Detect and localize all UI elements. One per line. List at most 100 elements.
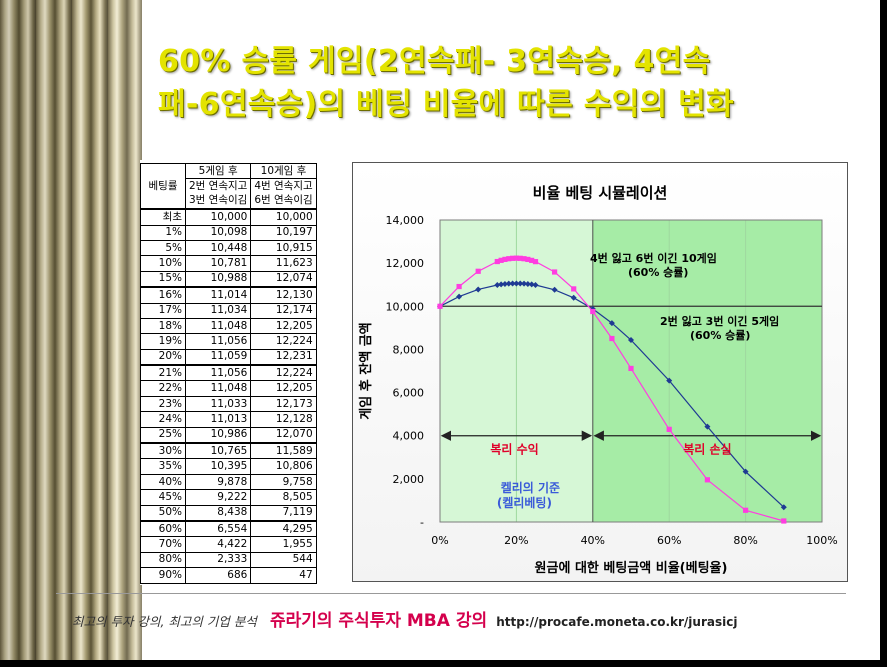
y-tick-label: 2,000: [393, 473, 425, 486]
data-point-g5: [475, 286, 482, 293]
g10-cell: 9,758: [250, 473, 317, 491]
g5-cell: 11,034: [184, 302, 252, 319]
footer-brand: 쥬라기의 주식투자 MBA 강의: [269, 611, 488, 631]
table-row: 18% 11,048 12,205: [140, 317, 317, 335]
g5-cell: 6,554: [184, 519, 252, 538]
table-header-row: 3번 연속이김 6번 연속이김: [140, 193, 317, 210]
rate-cell: 90%: [140, 567, 186, 584]
table-header-cell: 베팅률: [140, 178, 186, 194]
kelly-label-2: (켈리베팅): [497, 495, 552, 510]
table-row: 70% 4,422 1,955: [140, 536, 317, 553]
data-point-g5: [517, 280, 524, 287]
table-header-cell: 3번 연속이김: [184, 193, 252, 210]
data-point-g5: [521, 280, 528, 287]
curtain-shade: [0, 0, 142, 660]
plot-border: [439, 219, 823, 523]
g5-cell: 11,048: [184, 380, 252, 397]
data-point-g10: [552, 269, 558, 275]
data-point-g5: [524, 281, 531, 288]
table-header-cell: 5게임 후: [184, 162, 252, 180]
rate-cell: 22%: [140, 380, 186, 397]
data-point-g10: [525, 256, 531, 263]
g5-cell: 11,048: [184, 317, 252, 335]
data-point-g10: [513, 255, 519, 261]
table-row: 50% 8,438 7,119: [140, 504, 317, 522]
g10-cell: 8,505: [250, 489, 317, 506]
data-point-g5: [742, 468, 749, 475]
g10-cell: 4,295: [250, 519, 317, 538]
data-point-g5: [513, 280, 520, 287]
x-tick-label: 80%: [733, 534, 757, 547]
table-row: 22% 11,048 12,205: [140, 380, 317, 397]
data-point-g5: [505, 280, 512, 287]
data-point-g5: [509, 280, 516, 287]
rate-cell: 25%: [140, 426, 186, 444]
g10-cell: 1,955: [250, 536, 317, 553]
table-row: 25% 10,986 12,070: [140, 426, 317, 444]
g5-cell: 9,878: [184, 473, 252, 491]
table-row: 21% 11,056 12,224: [140, 364, 317, 382]
y-tick-label: 12,000: [386, 257, 425, 270]
data-point-g5: [494, 281, 501, 288]
rate-cell: 5%: [140, 239, 186, 257]
g5-cell: 10,000: [184, 208, 252, 226]
table-row: 30% 10,765 11,589: [140, 442, 317, 460]
g5-cell: 10,098: [184, 224, 252, 241]
g10-cell: 10,915: [250, 239, 317, 257]
rate-cell: 45%: [140, 489, 186, 506]
table-header-cell: 10게임 후: [250, 162, 317, 180]
table-row: 90% 686 47: [140, 567, 317, 584]
g10-cell: 12,070: [250, 426, 317, 444]
table-row: 35% 10,395 10,806: [140, 458, 317, 475]
g5-cell: 9,222: [184, 489, 252, 506]
rate-cell: 70%: [140, 536, 186, 553]
g10-cell: 10,000: [250, 208, 317, 226]
g10-cell: 12,224: [250, 333, 317, 350]
g10-cell: 12,205: [250, 317, 317, 335]
table-row: 최초 10,000 10,000: [140, 208, 317, 226]
table-row: 24% 11,013 12,128: [140, 411, 317, 428]
footer-url[interactable]: http://procafe.moneta.co.kr/jurasicj: [496, 615, 738, 629]
g5-cell: 11,056: [184, 333, 252, 350]
curtain-decoration: [0, 0, 142, 660]
x-tick-label: 20%: [504, 534, 528, 547]
data-point-g5: [666, 377, 673, 384]
rate-cell: 15%: [140, 270, 186, 288]
y-axis-label: 게임 후 잔액 금액: [358, 322, 374, 419]
rate-cell: 18%: [140, 317, 186, 335]
g10-cell: 11,623: [250, 255, 317, 272]
kelly-label-1: 켈리의 기준: [501, 480, 560, 495]
g10-cell: 10,197: [250, 224, 317, 241]
g10-cell: 12,130: [250, 286, 317, 304]
g5-cell: 2,333: [184, 551, 252, 569]
data-point-g10: [529, 257, 535, 263]
data-point-g10: [609, 335, 615, 342]
g10-cell: 12,074: [250, 270, 317, 288]
g5-cell: 10,395: [184, 458, 252, 475]
footer-tagline: 최고의 투자 강의, 최고의 기업 분석: [72, 614, 257, 629]
g10-cell: 7,119: [250, 504, 317, 522]
data-point-g5: [532, 282, 539, 289]
table-header-cell: 4번 연속지고: [250, 178, 317, 194]
rate-cell: 24%: [140, 411, 186, 428]
g10-cell: 544: [250, 551, 317, 569]
chart-title: 비율 베팅 시뮬레이션: [533, 184, 668, 202]
g10-cell: 12,224: [250, 364, 317, 382]
table-row: 45% 9,222 8,505: [140, 489, 317, 506]
g5-annotation-2: (60% 승률): [690, 329, 750, 342]
data-point-g5: [498, 281, 505, 288]
g10-cell: 12,205: [250, 380, 317, 397]
data-point-g10: [494, 258, 500, 265]
rate-cell: 50%: [140, 504, 186, 522]
table-row: 1% 10,098 10,197: [140, 224, 317, 241]
data-point-g10: [506, 256, 512, 262]
data-point-g10: [456, 283, 462, 290]
rate-cell: 16%: [140, 286, 186, 304]
data-point-g5: [528, 281, 535, 288]
rate-cell: 21%: [140, 364, 186, 382]
table-row: 16% 11,014 12,130: [140, 286, 317, 304]
data-point-g10: [502, 256, 508, 262]
table-header-row: 베팅률 2번 연속지고 4번 연속지고: [140, 178, 317, 194]
rate-cell: 60%: [140, 519, 186, 538]
